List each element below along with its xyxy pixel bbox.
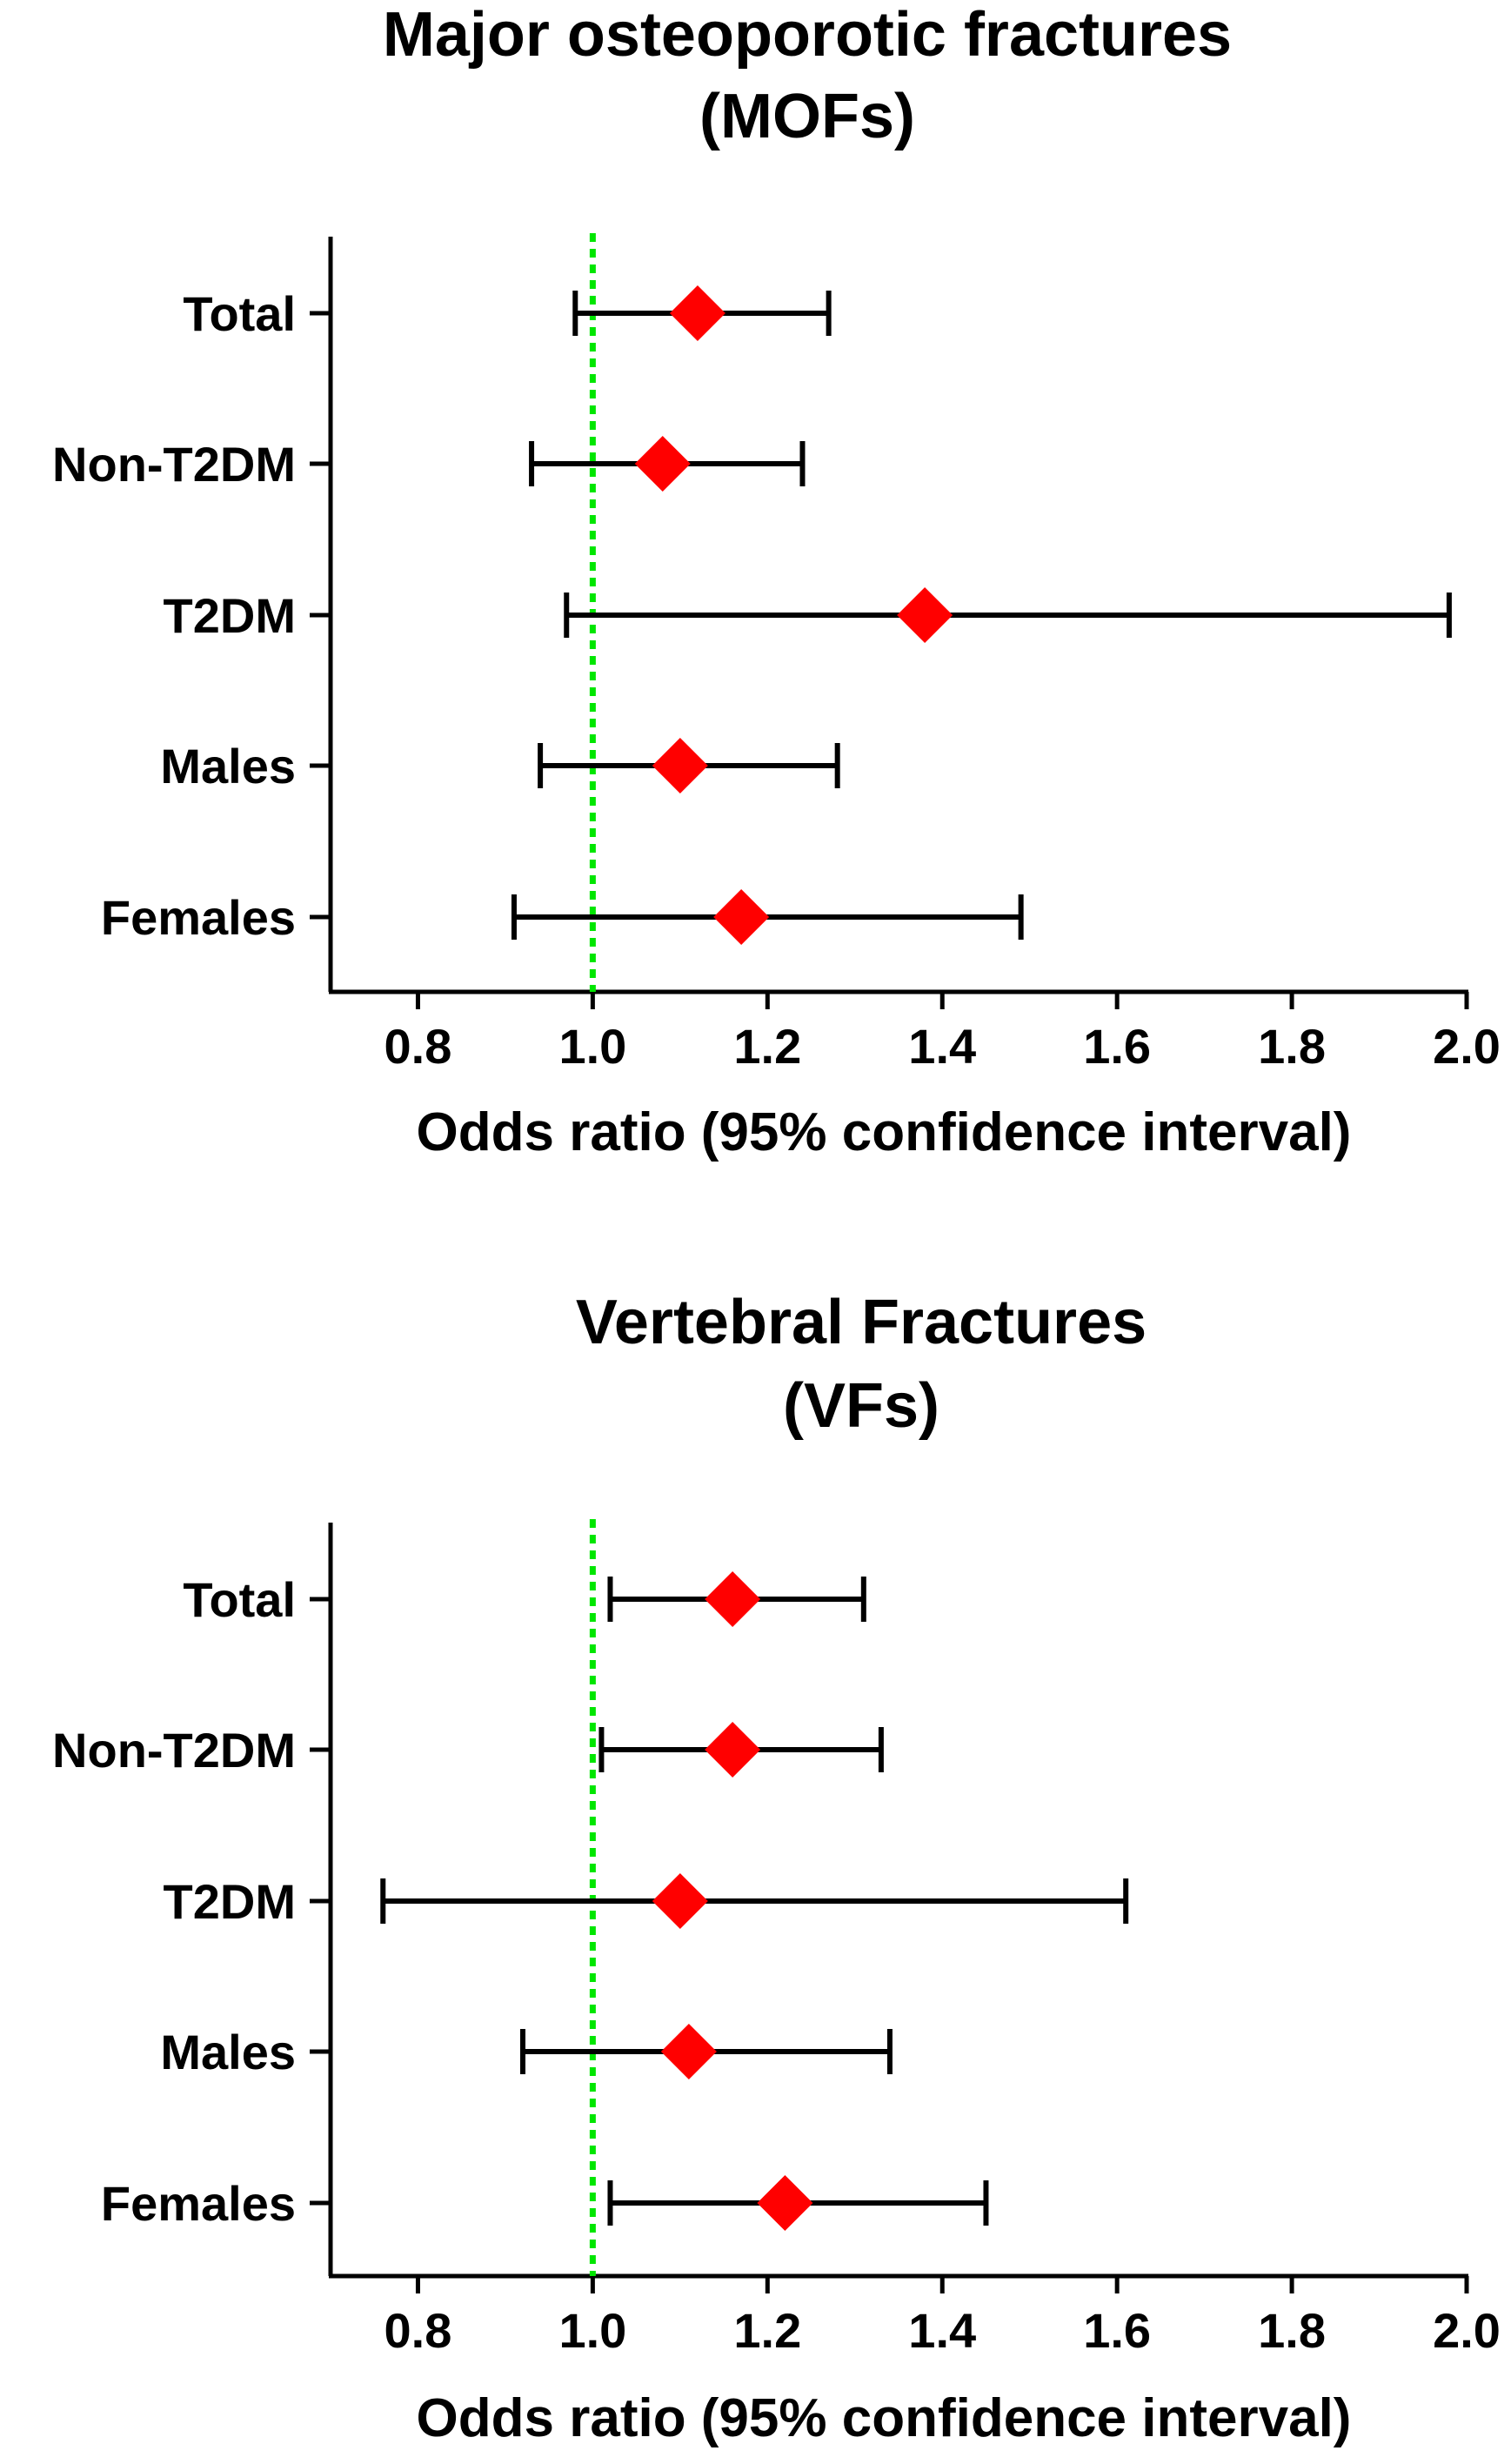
mofs-category-label: Females — [101, 890, 296, 945]
mofs-odds-ratio-marker — [634, 436, 691, 492]
vfs-x-tick-label: 2.0 — [1433, 2303, 1501, 2358]
vfs-odds-ratio-marker — [705, 1722, 761, 1778]
vfs-category-label: Females — [101, 2176, 296, 2231]
mofs-odds-ratio-marker — [713, 889, 770, 945]
panel-vfs-plot-area: 0.8 1.0 1.2 1.4 1.6 1.8 2.0 Total Non-T2DM T2DM Ma… — [52, 1519, 1501, 2358]
mofs-odds-ratio-marker — [897, 587, 953, 643]
vfs-x-tick-label: 1.6 — [1083, 2303, 1151, 2358]
vfs-odds-ratio-marker — [705, 1571, 761, 1627]
vfs-x-tick-label: 1.4 — [908, 2303, 976, 2358]
mofs-category-label: T2DM — [164, 588, 296, 643]
vfs-odds-ratio-marker — [757, 2175, 813, 2231]
vfs-x-tick-label: 1.2 — [733, 2303, 801, 2358]
mofs-x-tick-label: 1.6 — [1083, 1019, 1151, 1074]
panel-vfs: Vertebral Fractures (VFs) Odds ratio (95… — [52, 1288, 1501, 2448]
mofs-x-tick-label: 1.2 — [733, 1019, 801, 1074]
panel-mofs-xlabel: Odds ratio (95% confidence interval) — [417, 1102, 1352, 1162]
vfs-category-label: Males — [160, 2025, 296, 2079]
mofs-category-label: Non-T2DM — [52, 437, 296, 492]
panel-mofs-title: Major osteoporotic fractures — [383, 0, 1232, 70]
mofs-x-tick-label: 2.0 — [1433, 1019, 1501, 1074]
mofs-x-tick-label: 0.8 — [384, 1019, 452, 1074]
vfs-category-label: T2DM — [164, 1874, 296, 1929]
mofs-category-label: Total — [183, 286, 296, 341]
mofs-x-tick-label: 1.4 — [908, 1019, 976, 1074]
panel-vfs-xlabel: Odds ratio (95% confidence interval) — [417, 2388, 1352, 2448]
vfs-x-tick-label: 1.8 — [1258, 2303, 1326, 2358]
vfs-x-tick-label: 1.0 — [558, 2303, 626, 2358]
vfs-category-label: Total — [183, 1572, 296, 1627]
panel-vfs-subtitle: (VFs) — [783, 1371, 939, 1441]
vfs-odds-ratio-marker — [652, 1873, 708, 1929]
mofs-x-tick-label: 1.0 — [558, 1019, 626, 1074]
vfs-x-tick-label: 0.8 — [384, 2303, 452, 2358]
mofs-odds-ratio-marker — [669, 285, 725, 341]
mofs-category-label: Males — [160, 739, 296, 793]
panel-vfs-title: Vertebral Fractures — [576, 1288, 1147, 1357]
panel-mofs-subtitle: (MOFs) — [699, 82, 915, 151]
vfs-odds-ratio-marker — [660, 2024, 717, 2079]
vfs-category-label: Non-T2DM — [52, 1723, 296, 1778]
panel-mofs: Major osteoporotic fractures (MOFs) Odds… — [52, 0, 1501, 1162]
mofs-x-tick-label: 1.8 — [1258, 1019, 1326, 1074]
panel-mofs-plot-area: 0.8 1.0 1.2 1.4 1.6 1.8 2.0 Total Non-T2DM T2DM Ma… — [52, 233, 1501, 1074]
mofs-odds-ratio-marker — [652, 738, 708, 793]
